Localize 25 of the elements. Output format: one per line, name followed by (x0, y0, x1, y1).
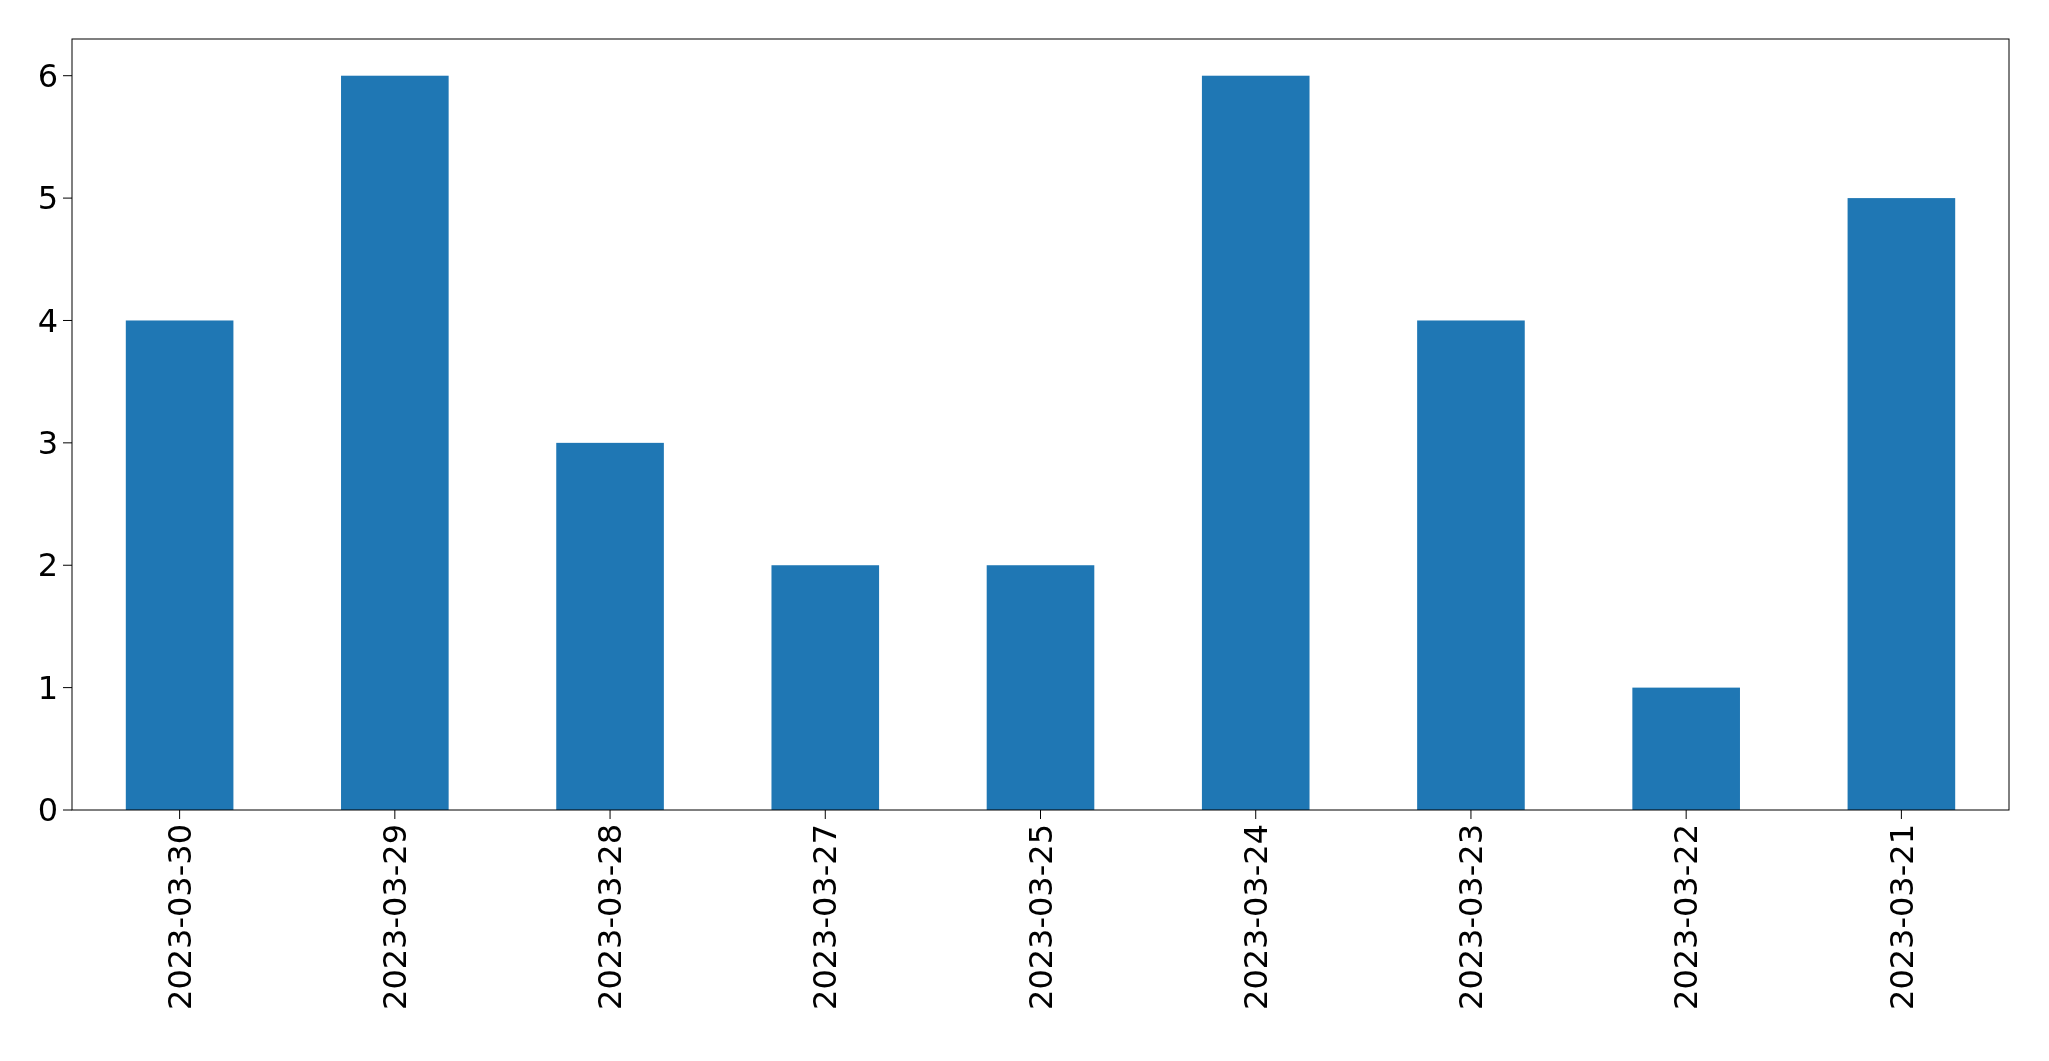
bar (986, 565, 1095, 810)
y-tick-label: 6 (37, 56, 58, 95)
y-tick-label: 5 (37, 179, 58, 218)
bar (771, 565, 880, 810)
bar (1201, 75, 1310, 810)
bar (341, 75, 449, 810)
x-tick-label: 2023-03-28 (591, 824, 630, 1010)
x-tick-label: 2023-03-25 (1021, 824, 1060, 1010)
bar (125, 320, 234, 810)
x-tick-label: 2023-03-24 (1236, 824, 1275, 1010)
x-tick-label: 2023-03-29 (376, 824, 415, 1010)
x-tick-label: 2023-03-30 (160, 824, 199, 1010)
y-tick-label: 2 (37, 546, 58, 585)
y-tick-label: 1 (37, 668, 58, 707)
x-tick-label: 2023-03-27 (806, 824, 845, 1010)
x-tick-label: 2023-03-22 (1667, 824, 1706, 1010)
x-tick-label: 2023-03-23 (1452, 824, 1491, 1010)
y-tick-label: 0 (37, 791, 58, 830)
y-tick-label: 3 (37, 424, 58, 463)
y-tick-label: 4 (37, 301, 58, 340)
bar (556, 442, 664, 810)
bar (1847, 198, 1956, 810)
bar (1632, 687, 1740, 810)
bar (1417, 320, 1525, 810)
x-tick-label: 2023-03-21 (1882, 824, 1921, 1010)
